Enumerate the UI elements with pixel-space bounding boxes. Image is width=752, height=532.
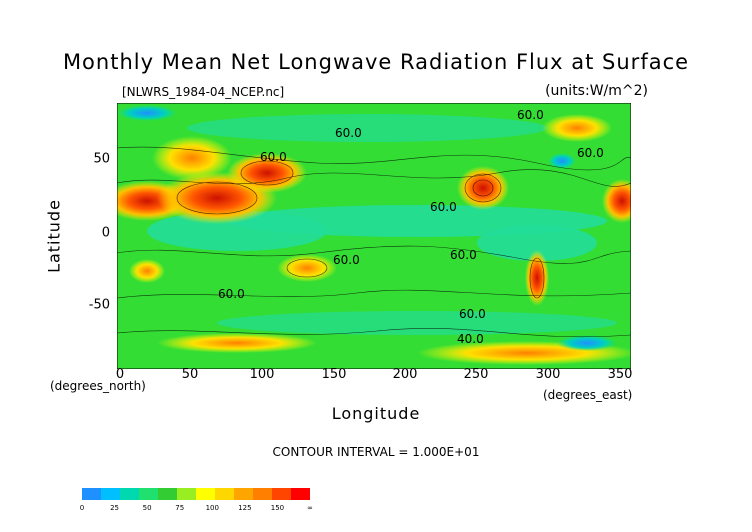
y-axis-unit: (degrees_north) (50, 379, 146, 393)
contour-label: 60.0 (459, 307, 486, 321)
colorbar-tick-label: 150 (270, 504, 285, 512)
x-axis-unit: (degrees_east) (543, 388, 633, 402)
x-tick-label: 50 (181, 367, 199, 382)
colorbar-tick-label: 125 (238, 504, 252, 512)
contour-label: 60.0 (260, 150, 287, 164)
x-axis-label: Longitude (331, 404, 421, 423)
colorbar-swatch (82, 488, 101, 500)
y-axis-label: Latitude (44, 199, 64, 273)
colorbar-swatch (158, 488, 177, 500)
colorbar-tick-label: ∞ (307, 504, 313, 512)
y-tick-label: 50 (93, 151, 110, 167)
colorbar-swatch (120, 488, 139, 500)
colorbar-tick-label: 0 (79, 504, 85, 512)
y-tick-label: -50 (88, 297, 110, 313)
units-label: (units:W/m^2) (545, 83, 648, 99)
x-tick-label: 250 (463, 367, 489, 382)
contour-label: 60.0 (218, 287, 245, 301)
x-tick-label: 350 (607, 367, 633, 382)
colorbar-swatch (234, 488, 253, 500)
colorbar-swatch (101, 488, 120, 500)
contour-label: 60.0 (577, 146, 604, 160)
chart-title: Monthly Mean Net Longwave Radiation Flux… (62, 50, 690, 74)
colorbar-swatch (177, 488, 196, 500)
contour-label: 60.0 (450, 248, 477, 262)
y-tick-label: 0 (101, 225, 110, 241)
contour-label: 60.0 (333, 253, 360, 267)
x-tick-label: 150 (321, 367, 347, 382)
x-tick-label: 200 (392, 367, 418, 382)
contour-label: 60.0 (335, 126, 362, 140)
x-tick-label: 0 (115, 367, 125, 382)
contour-label: 60.0 (517, 108, 544, 122)
colorbar-tick-label: 75 (175, 504, 185, 512)
contour-label: 60.0 (430, 200, 457, 214)
heatmap-plot: 60.0 60.0 60.0 60.0 60.0 60.0 60.0 60.0 … (117, 103, 631, 369)
colorbar-swatch (196, 488, 215, 500)
colorbar (82, 488, 310, 500)
colorbar-tick-label: 50 (142, 504, 152, 512)
colorbar-swatch (291, 488, 310, 500)
colorbar-swatch (139, 488, 158, 500)
x-tick-label: 100 (249, 367, 275, 382)
contour-label: 40.0 (457, 332, 484, 346)
dataset-filename: [NLWRS_1984-04_NCEP.nc] (122, 85, 285, 99)
contour-interval: CONTOUR INTERVAL = 1.000E+01 (272, 445, 480, 459)
colorbar-swatch (253, 488, 272, 500)
colorbar-tick-label: 100 (205, 504, 219, 512)
colorbar-swatch (215, 488, 234, 500)
colorbar-tick-label: 25 (110, 504, 120, 512)
x-tick-label: 300 (535, 367, 561, 382)
colorbar-swatch (272, 488, 291, 500)
